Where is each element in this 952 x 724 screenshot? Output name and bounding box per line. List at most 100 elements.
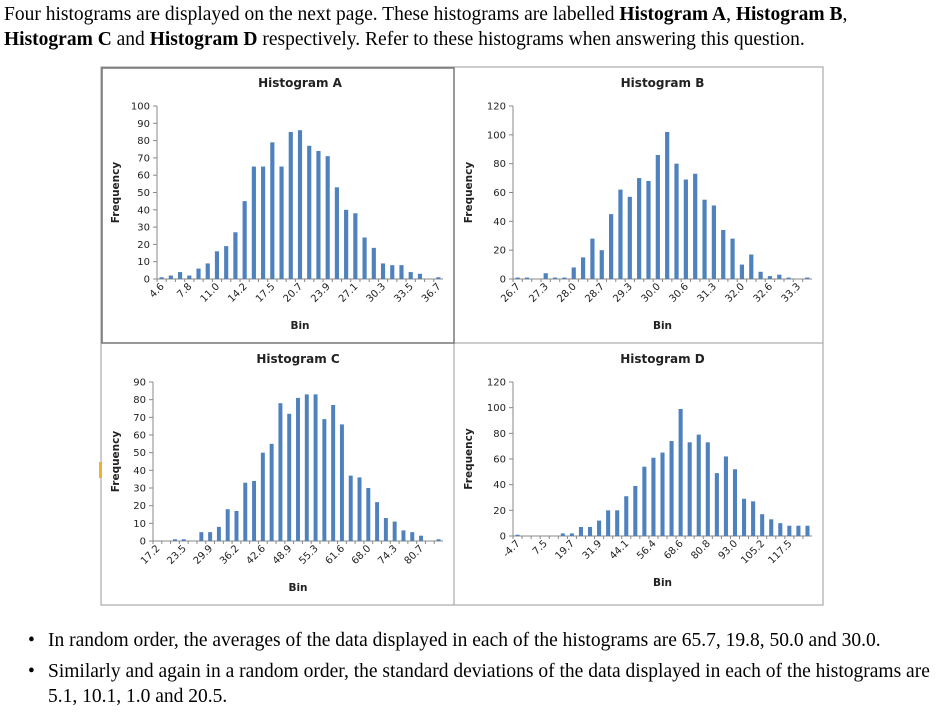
histogram-bar [552,277,558,279]
x-tick-label: 31.9 [581,538,605,562]
histogram-bar [270,142,275,279]
histogram-bar [417,273,423,279]
histogram-bar [786,277,791,279]
x-tick-label: 80.8 [689,538,713,562]
histogram-bar [751,501,756,536]
y-tick-label: 40 [133,466,146,477]
intro-paragraph: Four histograms are displayed on the nex… [4,2,944,52]
y-tick-label: 80 [137,136,150,147]
histogram-bar [796,525,801,536]
histogram-bar [436,277,441,279]
x-tick-label: 11.0 [199,281,223,305]
chart-title: Histogram B [621,76,705,90]
histogram-bar [383,518,388,541]
histogram-bar [597,520,602,536]
x-tick-label: 74.3 [376,543,400,567]
histogram-bar [730,238,735,279]
x-tick-label: 68.0 [350,543,374,567]
x-tick-label: 30.6 [667,281,691,305]
x-tick-label: 56.4 [635,538,659,562]
y-tick-label: 80 [133,395,146,406]
histogram-bar [599,250,604,279]
histogram-bar [590,238,595,279]
histogram-bar [749,254,754,279]
histogram-bar [732,469,738,536]
y-tick-label: 10 [133,519,146,530]
histogram-bar [419,535,424,541]
histogram-bar [687,442,692,536]
y-tick-label: 10 [137,257,150,268]
histogram-bar [233,232,238,279]
histogram-bar [778,523,783,536]
histogram-bar [758,271,763,279]
histogram-bar [362,237,367,279]
chart-title: Histogram C [256,352,340,366]
histogram-bar [767,276,773,279]
histogram-bar [665,131,670,279]
histogram-bar [399,265,404,279]
x-tick-label: 68.6 [662,538,686,562]
histogram-bar [288,131,293,279]
y-tick-label: 70 [133,413,146,424]
y-tick-label: 30 [133,484,146,495]
y-tick-label: 80 [493,159,506,170]
y-tick-label: 70 [137,153,150,164]
x-tick-label: 28.7 [583,281,607,305]
histogram-bar [615,510,620,536]
x-tick-label: 48.9 [271,543,295,567]
y-tick-label: 80 [493,429,506,440]
y-tick-label: 60 [493,455,506,466]
y-tick-label: 0 [144,275,150,286]
y-tick-label: 0 [140,537,146,548]
histogram-bar [390,265,395,279]
x-tick-label: 29.9 [192,543,216,567]
y-tick-label: 100 [131,102,150,113]
x-tick-label: 93.0 [717,538,741,562]
histogram-bar [723,456,728,536]
x-tick-label: 19.7 [553,538,577,562]
x-tick-label: 29.3 [611,281,635,305]
histogram-bar [214,251,220,279]
histogram-bar [655,155,660,279]
x-tick-label: 33.5 [392,281,416,305]
x-tick-label: 7.5 [531,538,550,557]
y-tick-label: 40 [493,480,506,491]
y-axis-title: Frequency [463,428,475,490]
histogram-bar [287,413,292,541]
x-axis-title: Bin [653,577,672,589]
x-tick-label: 4.6 [148,281,167,300]
histogram-bar [569,533,574,536]
edge-marker [99,462,102,478]
histogram-bar [696,434,701,536]
histogram-bar [560,533,565,536]
y-tick-label: 0 [500,532,506,543]
x-tick-label: 32.6 [752,281,776,305]
intro-histogram-b: Histogram B [735,4,843,25]
histogram-bar [357,477,362,541]
x-tick-label: 17.5 [254,281,278,305]
histogram-bar [624,496,629,536]
figure-frame [100,66,824,606]
x-tick-label: 31.3 [695,281,719,305]
y-tick-label: 50 [137,188,150,199]
bullet-list: In random order, the averages of the dat… [28,628,933,715]
intro-text: respectively. Refer to these histograms … [257,29,805,50]
histogram-bar [279,166,284,279]
histogram-bar [172,539,177,541]
histogram-bar [606,510,611,536]
histogram-bar [651,457,656,536]
x-tick-label: 20.7 [282,281,306,305]
histogram-bar [322,419,327,541]
histogram-c: Histogram C0102030405060708090Frequency1… [110,352,443,594]
y-tick-label: 100 [487,403,506,414]
x-tick-label: 36.2 [218,543,242,567]
histogram-bar [187,275,192,279]
histogram-a: Histogram A 0 10 20 30 40 50 60 70 80 90 100 Frequen… [110,76,444,332]
bullet-standard-deviations: Similarly and again in a random order, t… [28,659,933,709]
histogram-bar [353,213,358,279]
histogram-bar [216,526,221,541]
x-tick-label: 14.2 [226,281,250,305]
y-tick-label: 90 [133,378,146,389]
